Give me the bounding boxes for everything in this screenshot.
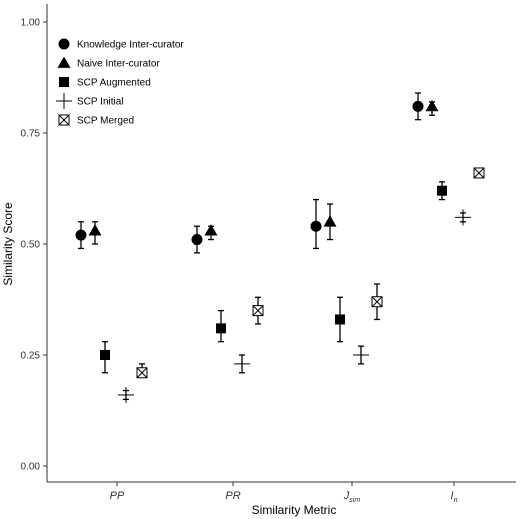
- x-category-label: PR: [225, 490, 240, 502]
- legend-marker-boxx-diag2: [58, 114, 70, 126]
- data-point-triangle: [323, 215, 337, 227]
- data-point-cross: [455, 209, 471, 226]
- y-axis-title: Similarity Score: [1, 202, 15, 286]
- legend-marker-cross: [56, 93, 72, 109]
- data-point-circle: [75, 229, 87, 241]
- x-category-label: Jsim: [343, 490, 361, 504]
- legend-marker-square: [59, 77, 69, 87]
- series-boxx: [136, 167, 485, 379]
- series-square: [100, 181, 447, 374]
- data-point-square: [335, 314, 345, 325]
- data-point-cross: [118, 386, 134, 403]
- data-point-triangle: [204, 224, 218, 236]
- data-point-triangle: [425, 99, 439, 112]
- data-point-circle: [310, 220, 322, 232]
- data-point-circle: [412, 100, 424, 112]
- legend-item: SCP Initial: [56, 93, 124, 109]
- data-point-boxx: [136, 367, 148, 379]
- y-tick-label: 0.75: [21, 129, 41, 140]
- legend-label: Knowledge Inter-curator: [77, 40, 184, 51]
- series-triangle: [88, 99, 439, 245]
- data-point-square: [437, 185, 447, 196]
- x-category-label: In: [451, 490, 458, 504]
- legend-label: SCP Initial: [77, 97, 124, 108]
- legend-item: SCP Merged: [58, 114, 134, 127]
- legend-marker-boxx: [58, 114, 70, 126]
- y-tick-label: 1.00: [21, 18, 41, 29]
- legend-label: SCP Merged: [77, 116, 134, 127]
- legend-item: Naive Inter-curator: [57, 56, 160, 70]
- axes: [43, 4, 516, 486]
- legend-label: Naive Inter-curator: [77, 59, 160, 70]
- data-point-boxx: [473, 167, 485, 179]
- data-point-boxx-diag2: [252, 305, 264, 316]
- data-point-boxx-diag2: [473, 167, 485, 179]
- data-point-square: [216, 323, 226, 334]
- legend-item: SCP Augmented: [59, 77, 151, 89]
- y-tick-label: 0.00: [21, 462, 41, 473]
- legend-label: SCP Augmented: [77, 78, 151, 89]
- y-tick-label: 0.50: [21, 240, 41, 251]
- data-marks: [75, 92, 485, 403]
- legend: Knowledge Inter-curator Naive Inter-curat…: [56, 38, 184, 127]
- data-point-circle: [191, 234, 203, 246]
- data-point-boxx-diag2: [136, 367, 148, 379]
- legend-marker-circle: [58, 38, 70, 50]
- data-point-cross: [234, 355, 250, 372]
- data-point-boxx-diag2: [371, 296, 383, 308]
- legend-item: Knowledge Inter-curator: [58, 38, 184, 51]
- x-category-labels: PP PR Jsim In: [110, 490, 458, 504]
- data-point-boxx: [252, 305, 264, 317]
- x-category-label: PP: [110, 490, 125, 502]
- data-point-square: [100, 350, 110, 360]
- data-point-boxx: [371, 296, 383, 308]
- x-axis-title: Similarity Metric: [252, 503, 337, 517]
- series-circle: [75, 92, 424, 254]
- data-point-triangle: [88, 224, 102, 236]
- series-cross: [118, 209, 471, 403]
- y-tick-label: 0.25: [21, 351, 41, 362]
- data-point-cross: [353, 347, 369, 363]
- y-tick-labels: 0.00 0.25 0.50 0.75 1.00: [21, 18, 41, 473]
- legend-marker-triangle: [57, 56, 71, 68]
